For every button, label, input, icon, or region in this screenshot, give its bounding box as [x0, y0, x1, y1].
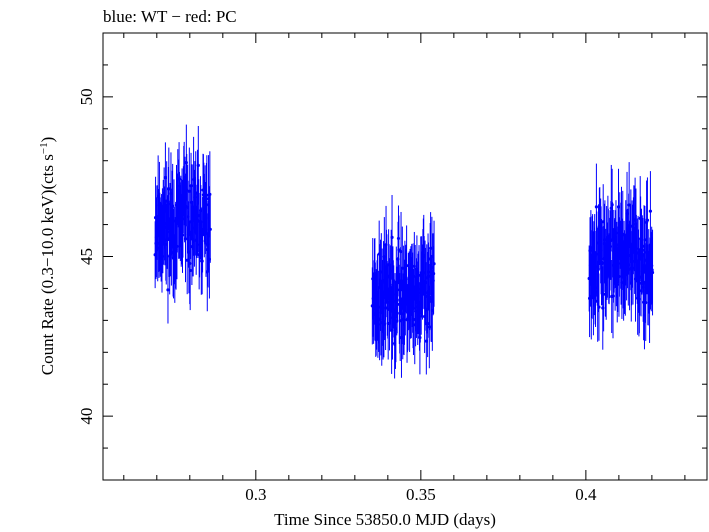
- data-marker: [405, 263, 409, 268]
- y-tick-label-50: 50: [77, 88, 96, 105]
- data-marker: [597, 305, 601, 309]
- data-marker: [648, 209, 653, 213]
- data-marker: [208, 192, 212, 196]
- y-axis-label-close: ): [38, 137, 57, 143]
- data-marker: [594, 205, 599, 209]
- x-tick-label-0.4: 0.4: [575, 485, 597, 504]
- y-tick-label-45: 45: [77, 248, 96, 265]
- data-point: [390, 195, 394, 280]
- data-point: [597, 273, 601, 341]
- x-tick-labels: 0.3 0.35 0.4: [245, 485, 597, 504]
- x-tick-label-0.35: 0.35: [406, 485, 436, 504]
- y-tick-labels: 40 45 50: [77, 88, 96, 424]
- y-axis-label-sup: −1: [38, 142, 50, 154]
- data-marker: [397, 248, 401, 252]
- data-marker: [650, 270, 655, 275]
- y-axis-label-main: Count Rate (0.3−10.0 keV)(cts s: [38, 154, 57, 375]
- y-tick-label-40: 40: [77, 408, 96, 425]
- data-point: [648, 171, 653, 252]
- axis-ticks: [103, 32, 707, 481]
- data-marker: [166, 288, 170, 292]
- data-point: [208, 195, 212, 263]
- y-axis-label: Count Rate (0.3−10.0 keV)(cts s−1): [38, 137, 57, 376]
- data-marker: [196, 163, 200, 167]
- data-point: [166, 256, 170, 324]
- data-marker: [645, 218, 650, 222]
- data-marker: [205, 193, 209, 197]
- chart-title: blue: WT − red: PC: [103, 7, 237, 26]
- data-marker: [602, 292, 606, 296]
- data-point: [650, 229, 655, 316]
- data-marker: [644, 301, 648, 305]
- data-points: [153, 124, 655, 379]
- x-axis-label: Time Since 53850.0 MJD (days): [274, 510, 496, 529]
- data-marker: [390, 235, 394, 239]
- x-tick-label-0.3: 0.3: [245, 485, 266, 504]
- data-marker: [188, 268, 192, 273]
- data-marker: [208, 227, 212, 231]
- data-marker: [432, 262, 436, 266]
- data-point: [432, 220, 436, 307]
- data-point: [205, 155, 209, 236]
